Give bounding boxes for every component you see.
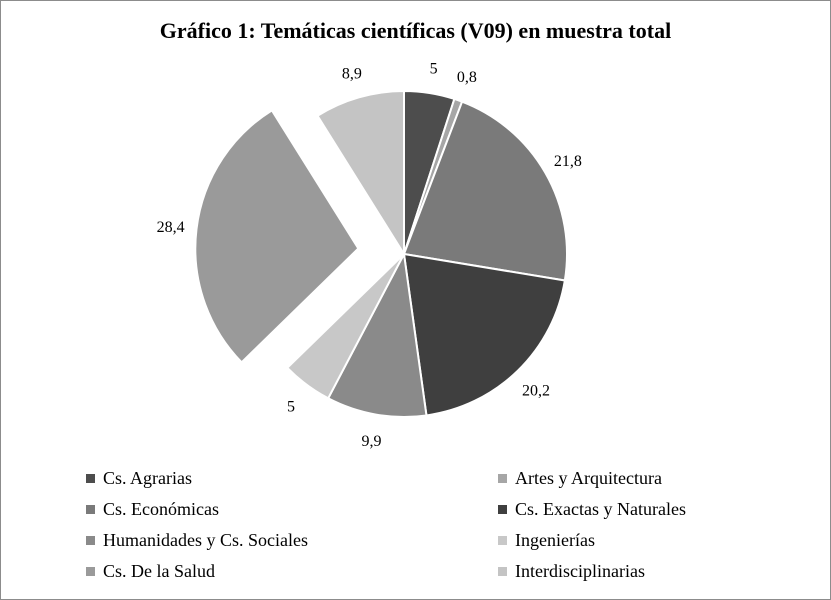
legend-label: Cs. Agrarias [103,468,192,488]
pie-slice-cs-economicas [402,100,568,282]
pie-slice-cs-de-la-salud [194,108,360,364]
legend-item-ingenierias: Ingenierías [498,528,746,553]
legend-label: Cs. Exactas y Naturales [515,499,686,519]
data-label-humanidades-y-cs-sociales: 9,9 [362,433,382,450]
legend-label: Artes y Arquitectura [515,468,662,488]
legend-swatch [498,567,507,576]
pie-slice-ingenierias [285,253,405,400]
legend-item-cs-exactas-y-naturales: Cs. Exactas y Naturales [498,497,746,522]
data-label-interdisciplinarias: 8,9 [342,65,362,82]
data-label-artes-y-arquitectura: 0,8 [457,69,477,86]
data-label-cs-economicas: 21,8 [554,153,582,170]
legend-item-artes-y-arquitectura: Artes y Arquitectura [498,466,746,491]
chart-legend: Cs. Agrarias Artes y Arquitectura Cs. Econ… [86,466,746,584]
pie-slice-interdisciplinarias [316,89,405,258]
pie-chart: 5 0,8 21,8 20,2 9,9 5 28,4 8,9 [157,60,582,450]
legend-item-cs-economicas: Cs. Económicas [86,497,498,522]
legend-label: Cs. De la Salud [103,561,215,581]
legend-label: Humanidades y Cs. Sociales [103,530,308,550]
legend-swatch [86,567,95,576]
legend-item-interdisciplinarias: Interdisciplinarias [498,559,746,584]
data-label-cs-agrarias: 5 [430,60,438,77]
legend-item-humanidades-y-cs-sociales: Humanidades y Cs. Sociales [86,528,498,553]
legend-swatch [86,536,95,545]
pie-slice-cs-exactas-y-naturales [402,252,566,417]
legend-label: Cs. Económicas [103,499,219,519]
data-label-cs-exactas-y-naturales: 20,2 [522,382,550,399]
legend-swatch [498,505,507,514]
chart-title: Gráfico 1: Temáticas científicas (V09) e… [159,18,672,43]
legend-item-cs-agrarias: Cs. Agrarias [86,466,498,491]
data-label-ingenierias: 5 [287,398,295,415]
legend-swatch [498,536,507,545]
data-label-cs-de-la-salud: 28,4 [157,219,185,236]
legend-label: Ingenierías [515,530,595,550]
legend-label: Interdisciplinarias [515,561,645,581]
pie-slice-humanidades-y-cs-sociales [326,250,428,418]
legend-swatch [86,505,95,514]
legend-swatch [498,474,507,483]
legend-item-cs-de-la-salud: Cs. De la Salud [86,559,498,584]
legend-swatch [86,474,95,483]
